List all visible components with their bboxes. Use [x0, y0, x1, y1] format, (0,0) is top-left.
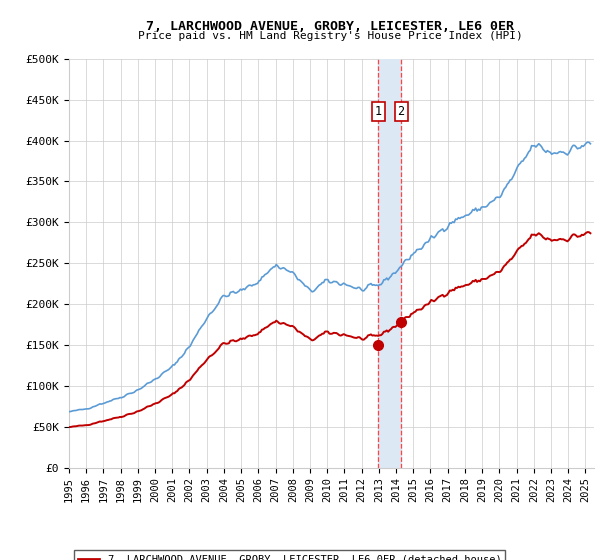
- Text: 2: 2: [397, 105, 404, 119]
- Text: 7, LARCHWOOD AVENUE, GROBY, LEICESTER, LE6 0ER: 7, LARCHWOOD AVENUE, GROBY, LEICESTER, L…: [146, 20, 514, 32]
- Legend: 7, LARCHWOOD AVENUE, GROBY, LEICESTER, LE6 0ER (detached house), HPI: Average pr: 7, LARCHWOOD AVENUE, GROBY, LEICESTER, L…: [74, 550, 505, 560]
- Bar: [378, 59, 401, 468]
- Text: 1: 1: [374, 105, 382, 119]
- Text: Price paid vs. HM Land Registry's House Price Index (HPI): Price paid vs. HM Land Registry's House …: [137, 31, 523, 41]
